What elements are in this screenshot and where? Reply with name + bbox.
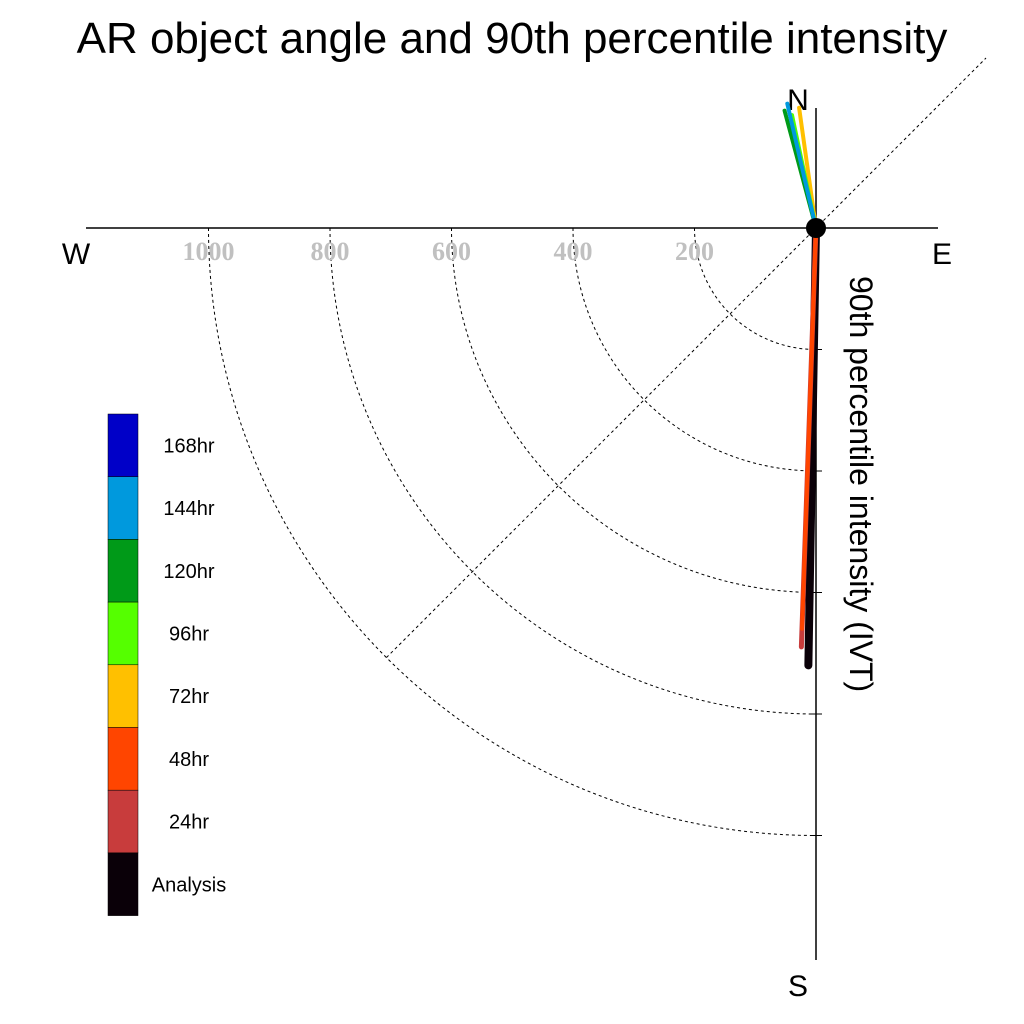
legend-swatch	[107, 664, 139, 728]
legend-label: 72hr	[169, 686, 209, 708]
legend-label: 48hr	[169, 749, 209, 771]
legend-swatch	[107, 413, 139, 477]
origin-point	[806, 218, 826, 238]
grid-ring	[572, 227, 817, 472]
grid-ring	[451, 227, 817, 593]
legend-label: 144hr	[163, 498, 214, 520]
legend-swatch	[107, 852, 139, 916]
legend-label: Analysis	[152, 874, 226, 896]
legend-label: 96hr	[169, 623, 209, 645]
chart-grid	[208, 57, 987, 836]
ring-label: 600	[432, 237, 471, 266]
legend-label: 24hr	[169, 812, 209, 834]
grid-ring	[208, 227, 817, 836]
compass-west-label: W	[62, 238, 91, 271]
compass-south-label: S	[788, 970, 808, 1003]
legend-swatch	[107, 601, 139, 666]
ring-label: 1000	[183, 237, 235, 266]
chart-title: AR object angle and 90th percentile inte…	[76, 14, 948, 63]
legend: 168hr 144hr 120hr 96hr 72hr 48hr 24hr Analysis	[107, 413, 226, 916]
grid-ring	[329, 227, 817, 715]
vector-series	[782, 101, 820, 670]
legend-label: 168hr	[163, 435, 214, 457]
ring-label: 400	[554, 237, 593, 266]
radial-axis-label: 90th percentile intensity (IVT)	[843, 276, 879, 692]
compass-axes: N S E W	[62, 84, 952, 1003]
legend-swatch	[107, 476, 139, 540]
legend-swatch	[107, 789, 139, 854]
legend-swatch	[107, 539, 139, 603]
ring-label: 800	[311, 237, 350, 266]
grid-ring	[694, 227, 817, 350]
vector-48hr	[800, 226, 818, 631]
diagonal-gridline	[386, 57, 987, 658]
ring-label: 200	[675, 237, 714, 266]
compass-east-label: E	[932, 238, 952, 271]
legend-label: 120hr	[163, 561, 214, 583]
legend-swatch	[107, 727, 139, 791]
compass-north-label: N	[787, 84, 809, 117]
vector-144hr	[785, 101, 818, 230]
ring-labels: 1000 800 600 400 200	[183, 237, 715, 266]
